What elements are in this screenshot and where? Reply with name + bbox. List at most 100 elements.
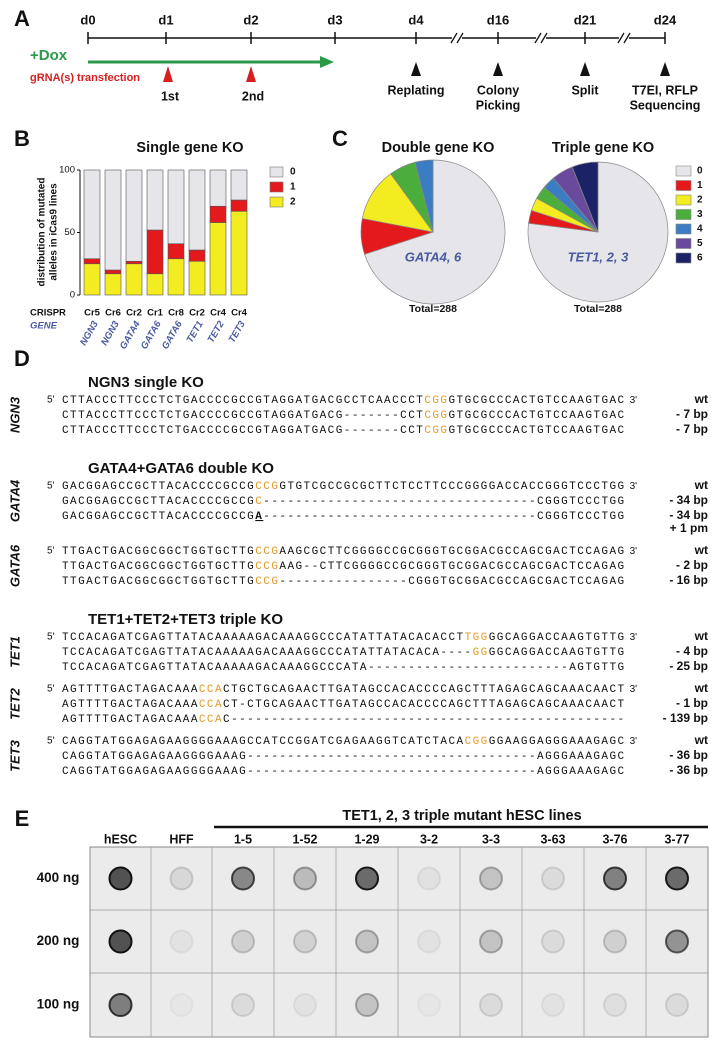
sequence-segment: CAGGTATGGAGAGAAGGGGAAAGCCATCCGGATCGAGAAG… <box>62 736 465 748</box>
sequence: CAGGTATGGAGAGAAGGGGAAAGCCATCCGGATCGAGAAG… <box>62 736 637 748</box>
pie-slice <box>364 159 506 305</box>
sequence-segment: CCG <box>255 481 279 493</box>
pie-label: TET1, 2, 3 <box>568 249 629 264</box>
legend-label: 3 <box>697 209 703 220</box>
sequence: AGTTTTGACTAGACAAACCACT-CTGCAGAACTTGATAGC… <box>62 699 626 711</box>
event-label: Colony <box>477 83 519 97</box>
crispr-label: Cr4 <box>210 308 227 319</box>
blot-dot <box>355 929 379 954</box>
blot-dot <box>417 929 441 954</box>
day-label: d2 <box>243 12 258 27</box>
event-label: Picking <box>476 98 520 112</box>
sequence-segment: AGTTTTGACTAGACAAA <box>62 684 199 696</box>
y-tick-label: 0 <box>70 290 75 301</box>
sequence-segment: AGTTTTGACTAGACAAA <box>62 714 199 726</box>
sequence-segment: ----------------CGGGTGCGGACGCCAGCGACTCCA… <box>279 576 625 588</box>
blot-dot <box>603 993 627 1017</box>
blot-dot <box>665 993 689 1017</box>
sequence-segment: C <box>255 496 263 508</box>
sequence-segment: CGG <box>424 425 448 437</box>
timeline-break <box>619 32 629 44</box>
bar-segment <box>83 258 101 265</box>
sequence: TCCACAGATCGAGTTATACAAAAAGACAAAGGCCCATA--… <box>62 662 626 674</box>
crispr-label: Cr8 <box>168 308 184 319</box>
sequence: TCCACAGATCGAGTTATACAAAAAGACAAAGGCCCATATT… <box>62 647 626 659</box>
sequence: CTTACCCTTCCCTCTGACCCCGCCGTAGGATGACG-----… <box>62 425 626 437</box>
transfection-marker <box>246 66 256 82</box>
mutation-label: wt <box>694 733 708 747</box>
bar-segment <box>230 199 248 212</box>
mutation-label: - 1 bp <box>676 696 708 710</box>
blot-dot <box>231 866 255 891</box>
legend-swatch <box>269 166 284 178</box>
column-label: 3-2 <box>420 832 438 846</box>
blot-dot <box>171 994 193 1016</box>
bar-segment <box>146 169 164 231</box>
mutation-label: wt <box>694 543 708 557</box>
chart-title: Single gene KO <box>136 140 243 156</box>
sequence: GACGGAGCCGCTTACACCCCGCCGC---------------… <box>62 496 626 508</box>
bar-segment <box>104 169 122 271</box>
sequence-segment: CCG <box>255 576 279 588</box>
bar-segment <box>125 260 143 265</box>
blot-dot <box>355 866 379 891</box>
gene-name: TET2 <box>7 687 22 720</box>
gene-label: TET2 <box>206 319 227 345</box>
blot-dot <box>541 866 565 891</box>
blot-dot <box>541 929 565 954</box>
bar-segment <box>167 243 185 260</box>
bar-segment <box>209 222 227 296</box>
sequence-segment: GGCAGGACCAAGTGTTG <box>489 632 626 644</box>
legend-label: 2 <box>697 195 703 206</box>
transfection-number: 1st <box>161 89 180 103</box>
sequence-segment: C---------------------------------------… <box>223 714 626 726</box>
blot-dot <box>479 993 503 1017</box>
blot-dot <box>108 929 133 954</box>
panel-letter: D <box>14 346 30 371</box>
sequence-segment: AAG--CTTCGGGGCCGCGGGTGCGGACGCCAGCGACTCCA… <box>279 561 625 573</box>
group-title: NGN3 single KO <box>88 374 204 391</box>
mutation-label: - 36 bp <box>669 748 708 762</box>
blot-dot <box>603 866 627 891</box>
mutation-label: wt <box>694 681 708 695</box>
legend-swatch <box>675 209 692 220</box>
mutation-label: - 139 bp <box>663 711 708 725</box>
legend-label: 5 <box>697 238 703 249</box>
crispr-label: Cr2 <box>126 308 142 319</box>
legend-label: 1 <box>290 182 296 193</box>
bar-segment <box>230 169 248 201</box>
three-prime: 3' <box>630 481 638 492</box>
column-label: 3-63 <box>540 832 565 846</box>
gene-name: GATA4 <box>7 479 22 522</box>
day-label: d0 <box>80 12 95 27</box>
blot-dot <box>665 929 689 954</box>
sequence-segment: CT-CTGCAGAACTTGATAGCCACACCCCAGCTTTAGAGCA… <box>223 699 626 711</box>
timeline-break <box>536 32 546 44</box>
bar-segment <box>104 269 122 275</box>
event-marker <box>580 62 590 76</box>
sequence: GACGGAGCCGCTTACACCCCGCCGCCGGTGTCGCCGCGCT… <box>62 481 637 493</box>
column-label: HFF <box>169 832 194 846</box>
sequence: TTGACTGACGGCGGCTGGTGCTTGCCGAAG--CTTCGGGG… <box>62 561 626 573</box>
row-label: 200 ng <box>37 933 80 948</box>
sequence-segment: CCA <box>199 714 223 726</box>
blot-dot <box>417 866 441 891</box>
sequence-segment: TGG <box>465 632 489 644</box>
pie-total: Total=288 <box>574 303 622 315</box>
blot-dot <box>231 929 255 954</box>
blot-dot <box>479 866 503 891</box>
panel-letter: C <box>332 126 348 151</box>
sequence: GACGGAGCCGCTTACACCCCGCCGA---------------… <box>62 511 626 523</box>
legend-label: 6 <box>697 253 703 264</box>
column-label: 1-29 <box>354 832 379 846</box>
blot-dot <box>293 993 317 1017</box>
y-tick-label: 50 <box>64 227 75 238</box>
legend-swatch <box>675 194 692 206</box>
transfection-number: 2nd <box>242 89 264 103</box>
timeline-break-mark <box>534 32 542 44</box>
crispr-label: Cr5 <box>84 308 101 319</box>
pie-slice <box>571 161 599 233</box>
sequence-segment: CTTACCCTTCCCTCTGACCCCGCCGTAGGATGACGCCTCA… <box>62 395 424 407</box>
sequence-segment: GACGGAGCCGCTTACACCCCGCCG <box>62 481 255 493</box>
sequence-segment: GGCAGGACCAAGTGTTG <box>489 647 626 659</box>
